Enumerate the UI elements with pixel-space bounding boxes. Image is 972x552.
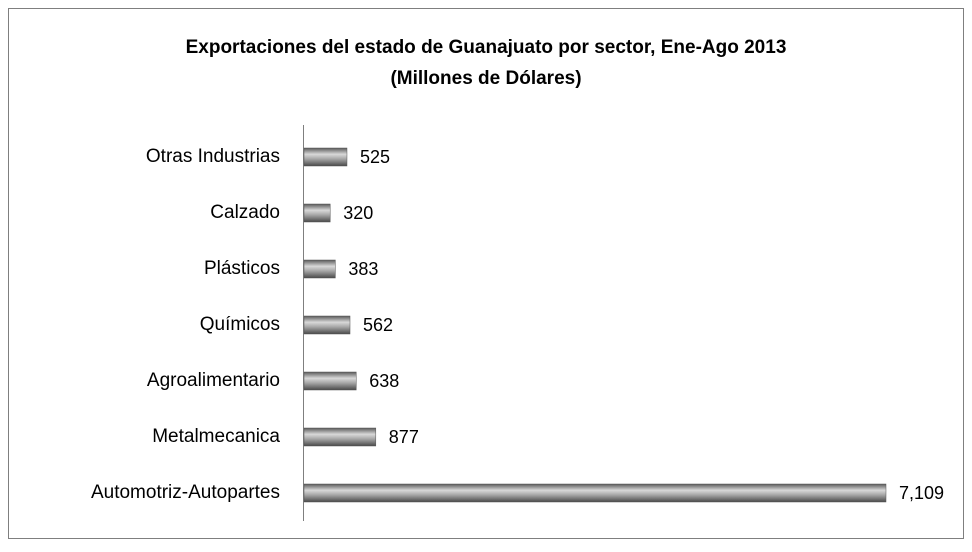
y-tick-label: Agroalimentario bbox=[147, 370, 280, 391]
y-tick-label: Calzado bbox=[210, 202, 280, 223]
bar bbox=[303, 259, 336, 279]
bar bbox=[303, 483, 887, 503]
chart-title: Exportaciones del estado de Guanajuato p… bbox=[186, 37, 787, 58]
bar bbox=[303, 371, 357, 391]
chart-frame bbox=[8, 8, 964, 539]
data-label: 877 bbox=[389, 427, 419, 447]
data-label: 7,109 bbox=[899, 483, 944, 503]
bar bbox=[303, 427, 377, 447]
bar bbox=[303, 315, 351, 335]
data-label: 562 bbox=[363, 315, 393, 335]
y-tick-label: Otras Industrias bbox=[146, 146, 280, 167]
data-label: 638 bbox=[369, 371, 399, 391]
bar bbox=[303, 147, 348, 167]
chart-subtitle: (Millones de Dólares) bbox=[390, 68, 581, 89]
data-label: 525 bbox=[360, 147, 390, 167]
y-tick-label: Automotriz-Autopartes bbox=[91, 482, 280, 503]
y-tick-label: Metalmecanica bbox=[152, 426, 280, 447]
data-label: 320 bbox=[343, 203, 373, 223]
y-tick-label: Plásticos bbox=[204, 258, 280, 279]
y-tick-label: Químicos bbox=[200, 314, 280, 335]
data-label: 383 bbox=[348, 259, 378, 279]
bar bbox=[303, 203, 331, 223]
